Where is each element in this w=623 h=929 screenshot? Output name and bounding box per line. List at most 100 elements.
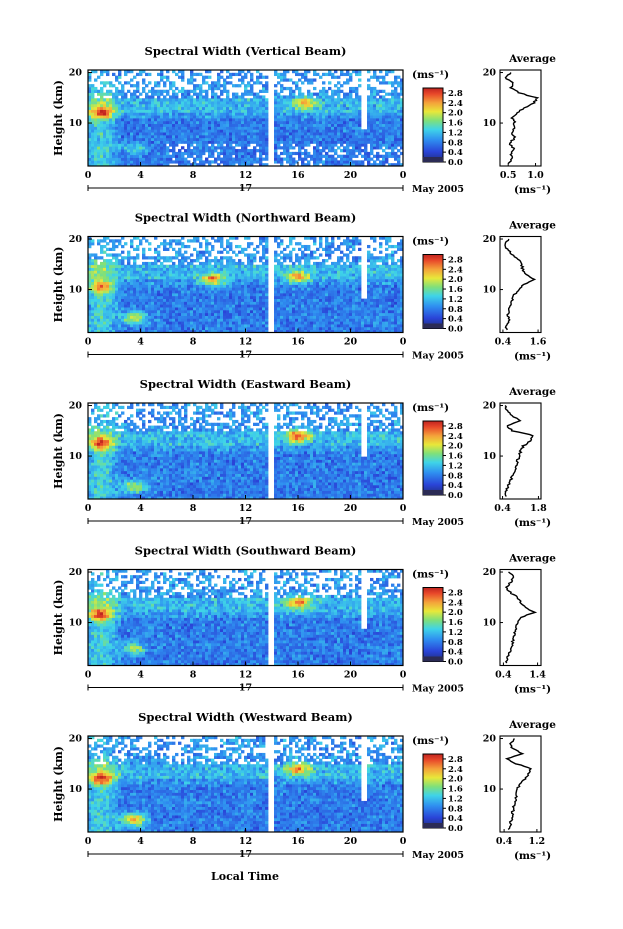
heatmap-cell bbox=[304, 315, 308, 319]
heatmap-cell bbox=[145, 157, 149, 161]
heatmap-cell bbox=[97, 270, 101, 274]
heatmap-cell bbox=[163, 106, 167, 110]
heatmap-cell bbox=[232, 324, 236, 328]
heatmap-cell bbox=[196, 312, 200, 316]
heatmap-cell bbox=[331, 149, 335, 153]
heatmap-cell bbox=[196, 273, 200, 277]
heatmap-cell bbox=[190, 276, 194, 280]
heatmap-cell bbox=[247, 101, 251, 105]
heatmap-cell bbox=[202, 143, 206, 147]
x-tick-label: 20 bbox=[344, 170, 358, 181]
heatmap-cell bbox=[178, 134, 182, 139]
heatmap-cell bbox=[115, 318, 119, 322]
heatmap-cell bbox=[307, 109, 311, 113]
heatmap-cell bbox=[253, 115, 257, 119]
heatmap-cell bbox=[211, 315, 215, 319]
heatmap-cell bbox=[97, 89, 101, 93]
heatmap-cell bbox=[133, 318, 137, 322]
heatmap-cell bbox=[190, 287, 194, 291]
heatmap-cell bbox=[289, 98, 293, 102]
heatmap-cell bbox=[145, 267, 149, 271]
heatmap-cell bbox=[343, 157, 347, 161]
heatmap-cell bbox=[118, 115, 122, 119]
heatmap-cell bbox=[343, 146, 347, 150]
heatmap-cell bbox=[145, 256, 149, 260]
heatmap-cell bbox=[235, 312, 239, 316]
heatmap-cell bbox=[172, 287, 176, 291]
heatmap-cell bbox=[100, 247, 104, 252]
heatmap-cell bbox=[283, 140, 287, 144]
heatmap-cell bbox=[259, 301, 263, 305]
heatmap-cell bbox=[280, 140, 284, 144]
heatmap-cell bbox=[142, 301, 146, 305]
heatmap-cell bbox=[154, 284, 158, 288]
heatmap-cell bbox=[169, 264, 173, 268]
heatmap-cell bbox=[112, 318, 116, 322]
heatmap-cell bbox=[145, 264, 149, 268]
heatmap-cell bbox=[379, 120, 383, 125]
heatmap-cell bbox=[169, 276, 173, 280]
heatmap-cell bbox=[100, 329, 104, 333]
heatmap-cell bbox=[283, 157, 287, 161]
heatmap-cell bbox=[145, 276, 149, 280]
heatmap-cell bbox=[172, 301, 176, 305]
heatmap-cell bbox=[103, 149, 107, 153]
heatmap-cell bbox=[94, 98, 98, 102]
heatmap-cell bbox=[118, 315, 122, 319]
heatmap-cell bbox=[319, 109, 323, 113]
heatmap-cell bbox=[136, 140, 140, 144]
heatmap-cell bbox=[157, 157, 161, 161]
heatmap-cell bbox=[172, 304, 176, 308]
heatmap-cell bbox=[319, 95, 323, 99]
heatmap-cell bbox=[394, 81, 398, 85]
heatmap-cell bbox=[298, 95, 302, 99]
heatmap-cell bbox=[310, 301, 314, 305]
heatmap-cell bbox=[304, 120, 308, 125]
heatmap-cell bbox=[250, 309, 254, 314]
heatmap-cell bbox=[310, 92, 314, 96]
heatmap-cell bbox=[214, 132, 218, 136]
heatmap-cell bbox=[277, 81, 281, 85]
heatmap-cell bbox=[142, 261, 146, 266]
heatmap-cell bbox=[184, 149, 188, 153]
heatmap-cell bbox=[310, 276, 314, 280]
heatmap-cell bbox=[304, 270, 308, 274]
heatmap-cell bbox=[247, 318, 251, 322]
heatmap-cell bbox=[256, 101, 260, 105]
heatmap-cell bbox=[121, 290, 125, 294]
heatmap-cell bbox=[277, 298, 281, 302]
heatmap-cell bbox=[256, 81, 260, 85]
heatmap-cell bbox=[205, 126, 209, 130]
heatmap-cell bbox=[337, 126, 341, 130]
heatmap-cell bbox=[160, 301, 164, 305]
heatmap-cell bbox=[301, 118, 305, 122]
heatmap-cell bbox=[154, 276, 158, 280]
heatmap-cell bbox=[277, 276, 281, 280]
heatmap-cell bbox=[190, 120, 194, 125]
heatmap-cell bbox=[142, 101, 146, 105]
heatmap-cell bbox=[199, 129, 203, 133]
heatmap-cell bbox=[298, 324, 302, 328]
heatmap-cell bbox=[193, 312, 197, 316]
heatmap-cell bbox=[142, 146, 146, 150]
heatmap-cell bbox=[331, 89, 335, 93]
heatmap-cell bbox=[148, 103, 152, 108]
heatmap-cell bbox=[247, 242, 251, 246]
heatmap-cell bbox=[193, 132, 197, 136]
heatmap-cell bbox=[145, 112, 149, 116]
heatmap-cell bbox=[202, 132, 206, 136]
heatmap-cell bbox=[238, 329, 242, 333]
heatmap-cell bbox=[244, 84, 248, 88]
heatmap-cell bbox=[220, 312, 224, 316]
heatmap-cell bbox=[358, 112, 362, 116]
heatmap-cell bbox=[160, 264, 164, 268]
heatmap-cell bbox=[391, 132, 395, 136]
heatmap-cell bbox=[256, 126, 260, 130]
heatmap-cell bbox=[97, 151, 101, 156]
heatmap-cell bbox=[232, 264, 236, 268]
heatmap-cell bbox=[313, 112, 317, 116]
heatmap-cell bbox=[166, 270, 170, 274]
heatmap-cell bbox=[208, 276, 212, 280]
heatmap-cell bbox=[121, 120, 125, 125]
heatmap-cell bbox=[298, 86, 302, 91]
